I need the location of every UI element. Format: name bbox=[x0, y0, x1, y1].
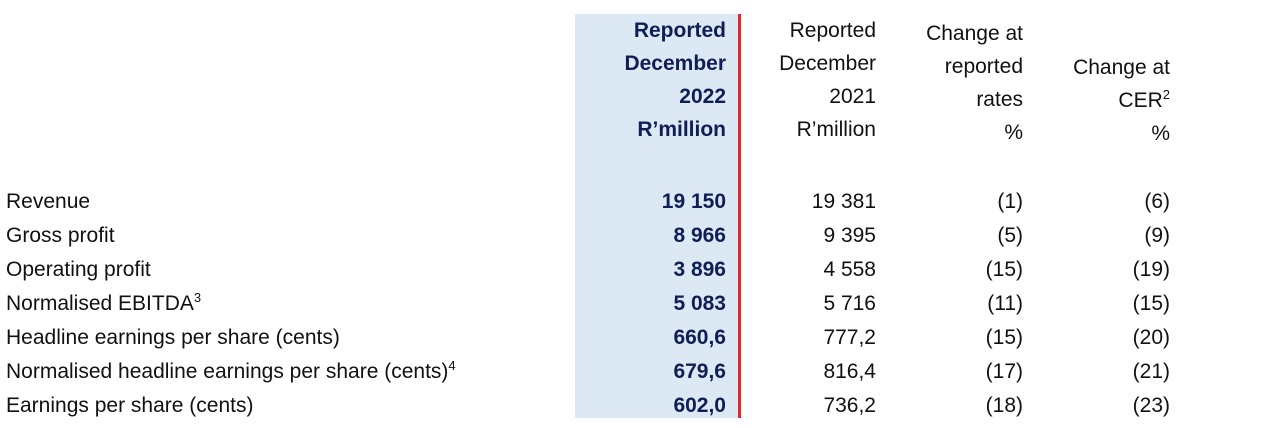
header-2022-line3: 2022 bbox=[679, 85, 726, 108]
value-2022: 3 896 bbox=[673, 258, 726, 281]
header-change-reported-line3: rates bbox=[976, 88, 1023, 111]
header-2022-line2: December bbox=[624, 52, 726, 75]
header-cer-footnote: 2 bbox=[1162, 87, 1170, 102]
change-cer: (19) bbox=[1132, 258, 1170, 281]
header-2021-line2: December bbox=[779, 52, 876, 75]
change-reported: (15) bbox=[985, 326, 1023, 349]
row-label: Headline earnings per share (cents) bbox=[6, 326, 340, 349]
header-change-cer-line2: CER2 bbox=[1118, 84, 1170, 117]
value-2021: 777,2 bbox=[823, 326, 876, 349]
current-year-highlight bbox=[575, 14, 738, 418]
change-reported: (17) bbox=[985, 360, 1023, 383]
header-2021-line1: Reported bbox=[789, 19, 876, 42]
change-cer: (15) bbox=[1132, 292, 1170, 315]
change-reported: (15) bbox=[985, 258, 1023, 281]
header-2021-line4: R’million bbox=[796, 118, 876, 141]
header-change-reported-line2: reported bbox=[944, 55, 1023, 78]
change-cer: (20) bbox=[1132, 326, 1170, 349]
value-2022: 679,6 bbox=[673, 360, 726, 383]
header-change-reported-line4: % bbox=[1004, 121, 1023, 144]
value-2021: 736,2 bbox=[823, 394, 876, 417]
header-cer-text: CER bbox=[1118, 89, 1163, 112]
change-reported: (1) bbox=[997, 190, 1023, 213]
header-2022-line1: Reported bbox=[633, 19, 726, 42]
header-2022-line4: R’million bbox=[637, 118, 726, 141]
value-2021: 4 558 bbox=[823, 258, 876, 281]
row-label: Gross profit bbox=[6, 224, 115, 247]
row-label: Normalised headline earnings per share (… bbox=[6, 358, 456, 383]
change-reported: (11) bbox=[987, 292, 1023, 315]
change-cer: (9) bbox=[1144, 224, 1170, 247]
change-cer: (23) bbox=[1132, 394, 1170, 417]
value-2022: 660,6 bbox=[673, 326, 726, 349]
column-divider bbox=[738, 14, 741, 418]
header-change-cer-line3: % bbox=[1151, 122, 1170, 145]
change-reported: (18) bbox=[985, 394, 1023, 417]
change-cer: (6) bbox=[1144, 190, 1170, 213]
value-2021: 816,4 bbox=[823, 360, 876, 383]
row-label: Operating profit bbox=[6, 258, 151, 281]
value-2021: 19 381 bbox=[811, 190, 876, 213]
value-2022: 19 150 bbox=[661, 190, 726, 213]
header-change-reported-line1: Change at bbox=[926, 22, 1023, 45]
value-2022: 5 083 bbox=[673, 292, 726, 315]
value-2022: 602,0 bbox=[673, 394, 726, 417]
value-2021: 5 716 bbox=[823, 292, 876, 315]
row-label: Earnings per share (cents) bbox=[6, 394, 254, 417]
value-2021: 9 395 bbox=[823, 224, 876, 247]
header-2021-line3: 2021 bbox=[829, 85, 876, 108]
header-change-cer-line1: Change at bbox=[1073, 56, 1170, 79]
change-reported: (5) bbox=[997, 224, 1023, 247]
change-cer: (21) bbox=[1132, 360, 1170, 383]
value-2022: 8 966 bbox=[673, 224, 726, 247]
row-label: Normalised EBITDA3 bbox=[6, 290, 202, 315]
row-label: Revenue bbox=[6, 190, 91, 213]
